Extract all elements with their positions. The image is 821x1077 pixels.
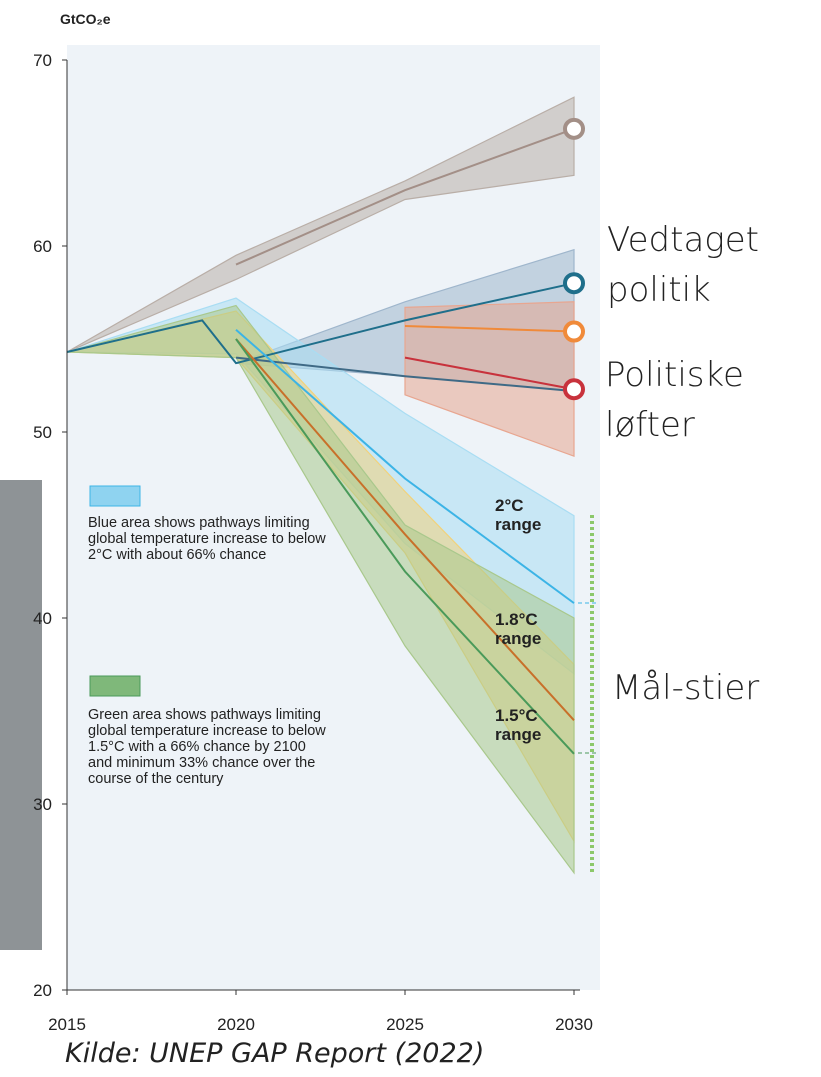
end-marker (565, 120, 583, 138)
label: Vedtaget politik (607, 215, 807, 315)
background-photo (0, 480, 42, 950)
legend-swatch (90, 676, 140, 696)
y-tick-label: 60 (33, 237, 52, 256)
y-tick-label: 20 (33, 981, 52, 1000)
y-tick-label: 30 (33, 795, 52, 814)
annotation: 1.8°C range (495, 610, 565, 648)
annotation: 2°C range (495, 496, 565, 534)
page: GtCO₂e Kilde: UNEP GAP Report (2022) 203… (0, 0, 821, 1077)
label: Politiske løfter (605, 350, 805, 450)
y-tick-label: 50 (33, 423, 52, 442)
x-tick-label: 2020 (217, 1015, 255, 1034)
end-marker (565, 380, 583, 398)
x-tick-label: 2015 (48, 1015, 86, 1034)
y-tick-label: 70 (33, 51, 52, 70)
y-unit: GtCO₂e (60, 11, 111, 27)
y-tick-label: 40 (33, 609, 52, 628)
label: Mål-stier (612, 663, 821, 713)
x-tick-label: 2030 (555, 1015, 593, 1034)
annotation: 1.5°C range (495, 706, 565, 744)
legend-swatch (90, 486, 140, 506)
legend-text: Blue area shows pathways limiting global… (88, 515, 328, 563)
legend-text: Green area shows pathways limiting globa… (88, 707, 328, 787)
end-marker (565, 274, 583, 292)
source: Kilde: UNEP GAP Report (2022) (65, 1038, 484, 1069)
x-tick-label: 2025 (386, 1015, 424, 1034)
end-marker (565, 323, 583, 341)
